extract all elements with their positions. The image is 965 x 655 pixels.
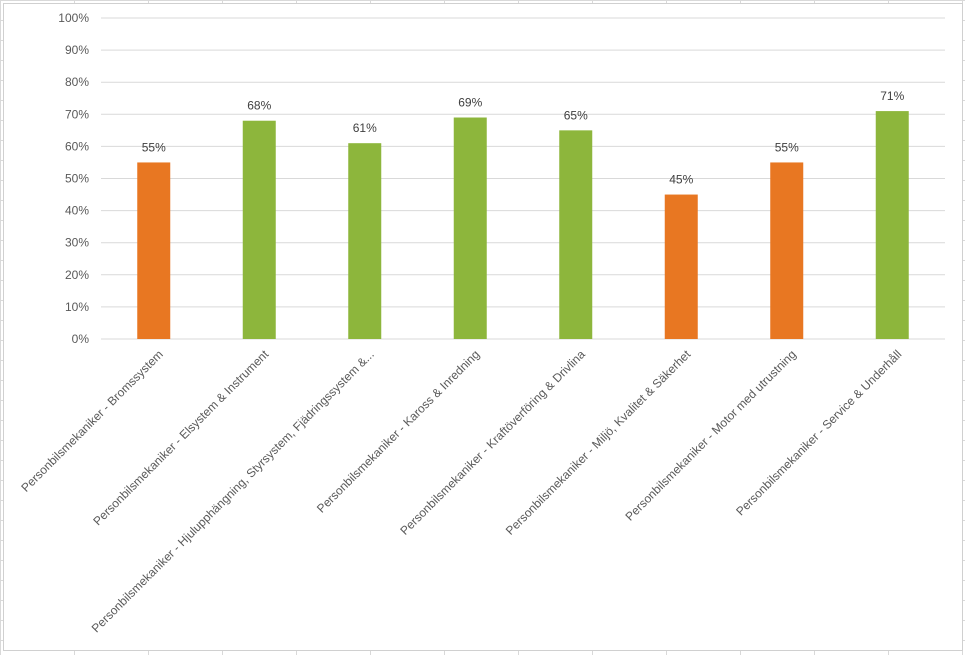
bar[interactable] — [453, 117, 487, 339]
y-axis-tick-labels: 0% 10% 20% 30% 40% 50% 60% 70% 80% 90% 100% — [58, 11, 89, 346]
data-label: 55% — [142, 140, 166, 154]
bar[interactable] — [242, 120, 276, 339]
bars — [137, 111, 909, 339]
category-labels: Personbilsmekaniker - BromssystemPersonb… — [18, 347, 904, 636]
y-tick-label: 100% — [58, 11, 89, 25]
data-label: 68% — [247, 99, 271, 113]
bar[interactable] — [770, 162, 804, 339]
y-tick-label: 80% — [65, 75, 89, 89]
data-label: 61% — [353, 121, 377, 135]
bar[interactable] — [664, 194, 698, 339]
data-label: 65% — [564, 108, 588, 122]
category-label: Personbilsmekaniker - Motor med utrustni… — [622, 347, 798, 523]
y-tick-label: 70% — [65, 107, 89, 121]
category-label: Personbilsmekaniker - Miljö, Kvalitet & … — [503, 347, 694, 538]
y-tick-label: 10% — [65, 300, 89, 314]
data-label: 55% — [775, 140, 799, 154]
y-tick-label: 50% — [65, 172, 89, 186]
category-label: Personbilsmekaniker - Service & Underhål… — [733, 347, 904, 518]
category-label: Personbilsmekaniker - Kaross & Inredning — [314, 347, 482, 515]
data-label: 45% — [669, 173, 693, 187]
y-tick-label: 30% — [65, 236, 89, 250]
bar[interactable] — [137, 162, 171, 339]
category-label: Personbilsmekaniker - Kraftöverföring & … — [397, 347, 588, 538]
data-labels: 55% 68% 61% 69% 65% 45% 55% 71% — [142, 89, 905, 186]
gridlines — [101, 17, 945, 340]
bar[interactable] — [348, 143, 382, 339]
bar[interactable] — [559, 130, 593, 339]
y-tick-label: 60% — [65, 139, 89, 153]
y-tick-label: 90% — [65, 43, 89, 57]
data-label: 71% — [880, 89, 904, 103]
y-tick-label: 0% — [72, 332, 90, 346]
data-label: 69% — [458, 96, 482, 110]
category-label: Personbilsmekaniker - Elsystem & Instrum… — [90, 347, 272, 529]
y-tick-label: 40% — [65, 204, 89, 218]
y-tick-label: 20% — [65, 268, 89, 282]
bar[interactable] — [875, 111, 909, 339]
